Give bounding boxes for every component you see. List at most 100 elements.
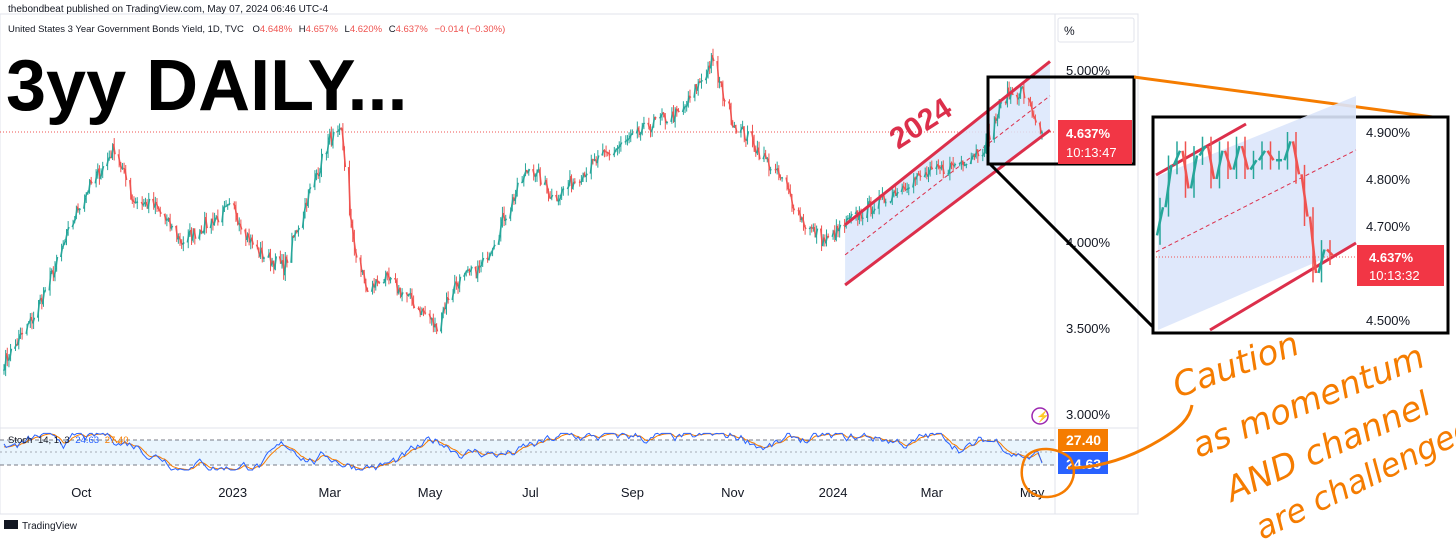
candle-body	[785, 177, 789, 189]
candle-body	[268, 252, 273, 266]
candle-body	[571, 181, 575, 190]
candle-body	[819, 228, 824, 247]
candle-body	[686, 95, 690, 106]
candle-body	[527, 168, 531, 173]
candle-body	[917, 172, 920, 175]
candle-body	[999, 101, 1003, 105]
candle-body	[619, 142, 623, 147]
channel-lower-line[interactable]	[844, 129, 1051, 287]
inset-last-price-value: 4.637%	[1369, 250, 1414, 265]
candle-body	[446, 296, 450, 301]
candle-body	[589, 159, 593, 174]
symbol-legend: United States 3 Year Government Bonds Yi…	[8, 24, 505, 35]
candle-body	[359, 257, 363, 273]
channel-upper-line[interactable]	[844, 60, 1051, 226]
candle-body	[326, 140, 330, 154]
candle-body	[902, 185, 906, 189]
candle-body	[774, 168, 777, 171]
candle-body	[352, 235, 356, 250]
time-axis-label: Jul	[522, 485, 539, 500]
candle-body	[112, 143, 116, 155]
candle-body	[64, 231, 69, 241]
candle-body	[87, 179, 92, 193]
candle-body	[514, 194, 518, 202]
candle-body	[767, 158, 771, 171]
candle-body	[260, 247, 264, 259]
inset-candle-body	[1266, 150, 1275, 161]
candle-body	[341, 128, 345, 147]
candle-body	[306, 190, 310, 207]
inset-axis-label: 4.500%	[1366, 313, 1411, 328]
candle-body	[25, 324, 29, 335]
inset-last-price-countdown: 10:13:32	[1369, 268, 1420, 283]
candle-body	[555, 194, 559, 202]
candle-body	[965, 163, 968, 166]
candle-body	[499, 221, 503, 235]
candle-body	[435, 323, 439, 332]
candle-body	[824, 235, 829, 244]
candle-body	[558, 196, 562, 202]
inset-zoom-panel: 4.900% 4.800% 4.700% 4.500% 4.637% 10:13:32	[1151, 96, 1450, 335]
candle-body	[395, 280, 399, 294]
inset-candle-body	[1308, 216, 1318, 274]
time-axis[interactable]: Oct 2023 Mar May Jul Sep Nov 2024 Mar May	[71, 485, 1045, 500]
candle-body	[441, 307, 445, 316]
inset-candle-body	[1317, 249, 1326, 274]
candle-body	[976, 149, 980, 157]
scale-unit-box[interactable]	[1057, 17, 1135, 43]
time-axis-label: Nov	[721, 485, 745, 500]
scale-unit: %	[1064, 24, 1075, 38]
candle-body	[1017, 96, 1021, 100]
candle-body	[221, 207, 225, 223]
candle-body	[386, 271, 389, 275]
candle-body	[303, 202, 307, 214]
candle-body	[739, 127, 743, 133]
candle-body	[521, 181, 524, 184]
time-axis-label: Mar	[319, 485, 342, 500]
candle-body	[382, 281, 386, 284]
candle-body	[566, 185, 570, 190]
candle-body	[290, 235, 294, 263]
candle-body	[293, 230, 297, 238]
candle-body	[239, 223, 243, 230]
time-axis-label: Sep	[621, 485, 644, 500]
inset-candle-body	[1181, 150, 1190, 189]
candle-body	[637, 127, 641, 136]
candle-body	[969, 156, 973, 165]
candle-body	[681, 106, 685, 113]
candle-body	[504, 218, 508, 222]
candle-body	[716, 60, 720, 83]
price-axis-label: 3.000%	[1066, 407, 1111, 422]
alert-bolt-icon[interactable]	[1031, 407, 1049, 425]
candle-body	[117, 154, 121, 164]
candle-body	[308, 186, 312, 191]
last-price-countdown: 10:13:47	[1066, 145, 1117, 160]
candle-body	[626, 139, 629, 142]
candle-body	[546, 188, 551, 198]
candle-body	[907, 186, 911, 190]
candle-body	[18, 332, 22, 337]
candle-body	[953, 163, 957, 167]
candle-body	[278, 256, 282, 264]
candle-body	[532, 168, 536, 177]
inset-candle-body	[1164, 164, 1173, 208]
candle-body	[5, 353, 9, 361]
inset-candle-body	[1189, 155, 1199, 189]
candle-body	[688, 95, 692, 99]
candle-body	[157, 207, 161, 211]
candle-body	[685, 104, 689, 108]
candle-body	[27, 321, 31, 325]
candle-body	[101, 165, 105, 174]
candle-body	[971, 155, 975, 158]
candle-body	[8, 348, 13, 360]
inset-candle-body	[1206, 145, 1216, 180]
price-axis[interactable]: 5.000% 4.000% 3.500% 3.000%	[1066, 63, 1111, 422]
inset-candle-body	[1223, 150, 1233, 170]
candle-body	[73, 218, 77, 223]
candle-body	[296, 227, 301, 233]
footer-brand: TradingView	[22, 521, 78, 532]
candle-body	[216, 216, 220, 223]
candle-body	[693, 84, 697, 98]
candle-body	[444, 297, 449, 310]
